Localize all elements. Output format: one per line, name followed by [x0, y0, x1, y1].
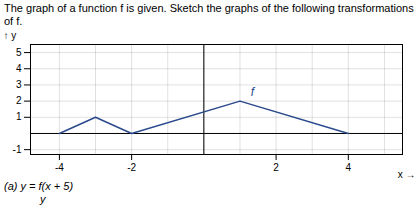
html-text:The graph of a function f is g: The graph of a function f is given. Sket…: [4, 2, 414, 27]
svg-text:-1: -1: [13, 144, 22, 155]
svg-text:-2: -2: [127, 162, 136, 173]
svg-text:x →: x →: [398, 169, 416, 180]
svg-text:↑ y: ↑ y: [4, 30, 17, 41]
html-text:y: y: [40, 193, 46, 205]
html-text:(a) y = f(x + 5): (a) y = f(x + 5): [4, 180, 74, 192]
svg-text:5: 5: [16, 47, 22, 58]
svg-text:3: 3: [16, 79, 22, 90]
svg-text:2: 2: [273, 162, 279, 173]
svg-text:4: 4: [346, 162, 352, 173]
svg-text:4: 4: [16, 63, 22, 74]
svg-text:2: 2: [16, 95, 22, 106]
svg-text:-4: -4: [55, 162, 64, 173]
svg-text:1: 1: [16, 111, 22, 122]
svg-text:f: f: [251, 85, 256, 99]
